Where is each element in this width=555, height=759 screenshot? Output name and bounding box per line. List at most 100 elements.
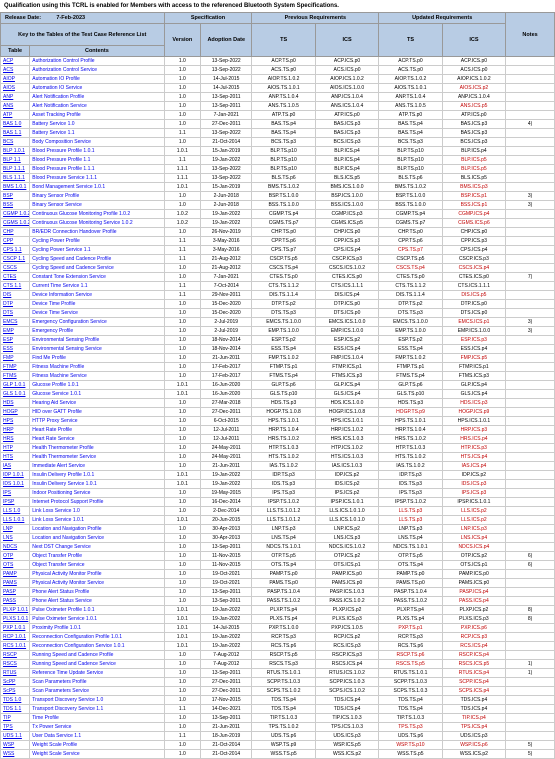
cell-notes [506,336,555,345]
cell-abbr[interactable]: IDP 1.0.1 [1,471,30,480]
cell-abbr[interactable]: HDS [1,399,30,408]
cell-abbr[interactable]: AIOP [1,75,30,84]
cell-abbr[interactable]: LNP [1,525,30,534]
cell-abbr[interactable]: ACP [1,57,30,66]
cell-abbr[interactable]: DTS [1,309,30,318]
cell-abbr[interactable]: LLS 1.0 [1,507,30,516]
cell-ver: 1.0 [164,102,201,111]
cell-abbr[interactable]: RCS 1.0.1 [1,642,30,651]
cell-abbr[interactable]: IDS 1.0.1 [1,480,30,489]
header-note: Qualification using this TCRL is enabled… [0,0,555,12]
cell-abbr[interactable]: HOGP [1,408,30,417]
cell-abbr[interactable]: TDS 1.1 [1,705,30,714]
cell-abbr[interactable]: DIS [1,291,30,300]
cell-abbr[interactable]: HTP [1,444,30,453]
cell-abbr[interactable]: BSS [1,201,30,210]
cell-abbr[interactable]: PAMP [1,570,30,579]
cell-abbr[interactable]: CTES [1,273,30,282]
cell-ver: 1.0 [164,534,201,543]
cell-abbr[interactable]: BSP [1,192,30,201]
cell-abbr[interactable]: BLS 1.1.1 [1,174,30,183]
cell-abbr[interactable]: TDS 1.0 [1,696,30,705]
cell-abbr[interactable]: CPP [1,237,30,246]
cell-abbr[interactable]: HTS [1,453,30,462]
cell-abbr[interactable]: RCP 1.0.1 [1,633,30,642]
cell-abbr[interactable]: PLXS 1.0.1 [1,615,30,624]
cell-abbr[interactable]: EMP [1,327,30,336]
cell-abbr[interactable]: RSCS [1,660,30,669]
cell-abbr[interactable]: ScPS [1,687,30,696]
cell-abbr[interactable]: FTMP [1,363,30,372]
cell-abbr[interactable]: ESS [1,345,30,354]
cell-abbr[interactable]: FTMS [1,372,30,381]
cell-abbr[interactable]: TIP [1,714,30,723]
cell-abbr[interactable]: PASS [1,597,30,606]
cell-ics: IDS.ICS.p2 [315,480,378,489]
cell-abbr[interactable]: BCS [1,138,30,147]
cell-abbr[interactable]: DTP [1,300,30,309]
cell-ts: PASS.TS.1.0.2 [379,597,442,606]
cell-abbr[interactable]: CPS 1.1 [1,246,30,255]
cell-abbr[interactable]: HRP [1,426,30,435]
cell-abbr[interactable]: BLP 1.0.1 [1,147,30,156]
cell-abbr[interactable]: BMS 1.0.1 [1,183,30,192]
cell-abbr[interactable]: ScPP [1,678,30,687]
table-row: RCP 1.0.1Reconnection Configuration Prof… [1,633,555,642]
cell-abbr[interactable]: CGMS 1.0.2 [1,219,30,228]
cell-abbr[interactable]: GLS 1.0.1 [1,390,30,399]
cell-date: 19-Jan-2022 [201,480,252,489]
cell-abbr[interactable]: FMP [1,354,30,363]
cell-abbr[interactable]: IAS [1,462,30,471]
cell-abbr[interactable]: AIOS [1,84,30,93]
cell-notes: 7) [506,273,555,282]
cell-ts: LNP.TS.p3 [379,525,442,534]
cell-date: 13-Sep-2022 [201,57,252,66]
cell-abbr[interactable]: ESP [1,336,30,345]
cell-abbr[interactable]: PAMS [1,579,30,588]
cell-abbr[interactable]: CSCP 1.1 [1,255,30,264]
cell-abbr[interactable]: CTS 1.1 [1,282,30,291]
cell-abbr[interactable]: RTUS [1,669,30,678]
cell-abbr[interactable]: NDCS [1,543,30,552]
cell-abbr[interactable]: UDS 1.1 [1,732,30,741]
cell-abbr[interactable]: PXP 1.0.1 [1,624,30,633]
cell-ics: PLXP.ICS.p2 [315,606,378,615]
cell-abbr[interactable]: BLP 1.1.1 [1,165,30,174]
cell-abbr[interactable]: GLP 1.0.1 [1,381,30,390]
cell-abbr[interactable]: ANP [1,93,30,102]
cell-abbr[interactable]: IPSP [1,498,30,507]
cell-abbr[interactable]: CHP [1,228,30,237]
cell-abbr[interactable]: OTS [1,561,30,570]
cell-abbr[interactable]: CSCS [1,264,30,273]
cell-abbr[interactable]: OTP [1,552,30,561]
cell-abbr[interactable]: ACS [1,66,30,75]
cell-abbr[interactable]: IPS [1,489,30,498]
cell-abbr[interactable]: PASP [1,588,30,597]
table-row: PLXP 1.0.1Pulse Oximeter Profile 1.0.11.… [1,606,555,615]
cell-abbr[interactable]: CGMP 1.0.2 [1,210,30,219]
cell-abbr[interactable]: PLXP 1.0.1 [1,606,30,615]
cell-abbr[interactable]: HPS [1,417,30,426]
cell-abbr[interactable]: ANS [1,102,30,111]
cell-abbr[interactable]: BAS 1.1 [1,129,30,138]
cell-abbr[interactable]: BAS 1.0 [1,120,30,129]
cell-abbr[interactable]: LNS [1,534,30,543]
cell-abbr[interactable]: RSCP [1,651,30,660]
cell-ts: PLXS.TS.p4 [252,615,315,624]
table-row: PXP 1.0.1Proximity Profile 1.0.11.0.114-… [1,624,555,633]
cell-ts: IPSP.TS.1.0.2 [252,498,315,507]
cell-abbr[interactable]: ATP [1,111,30,120]
cell-abbr[interactable]: BLP 1.1 [1,156,30,165]
cell-abbr[interactable]: WSP [1,741,30,750]
cell-abbr[interactable]: LLS 1.0.1 [1,516,30,525]
cell-ics: CTES.ICS.p0 [315,273,378,282]
cell-ics: NDCS.ICS.p4 [442,543,505,552]
table-row: PASPPhone Alert Status Profile1.013-Sep-… [1,588,555,597]
cell-abbr[interactable]: HRS [1,435,30,444]
table-row: CSCP 1.1Cycling Speed and Cadence Profil… [1,255,555,264]
cell-date: 16-Jun-2020 [201,390,252,399]
cell-abbr[interactable]: WSS [1,750,30,759]
cell-abbr[interactable]: TPS [1,723,30,732]
cell-ics: GLP.ICS.p4 [315,381,378,390]
cell-abbr[interactable]: EMCS [1,318,30,327]
